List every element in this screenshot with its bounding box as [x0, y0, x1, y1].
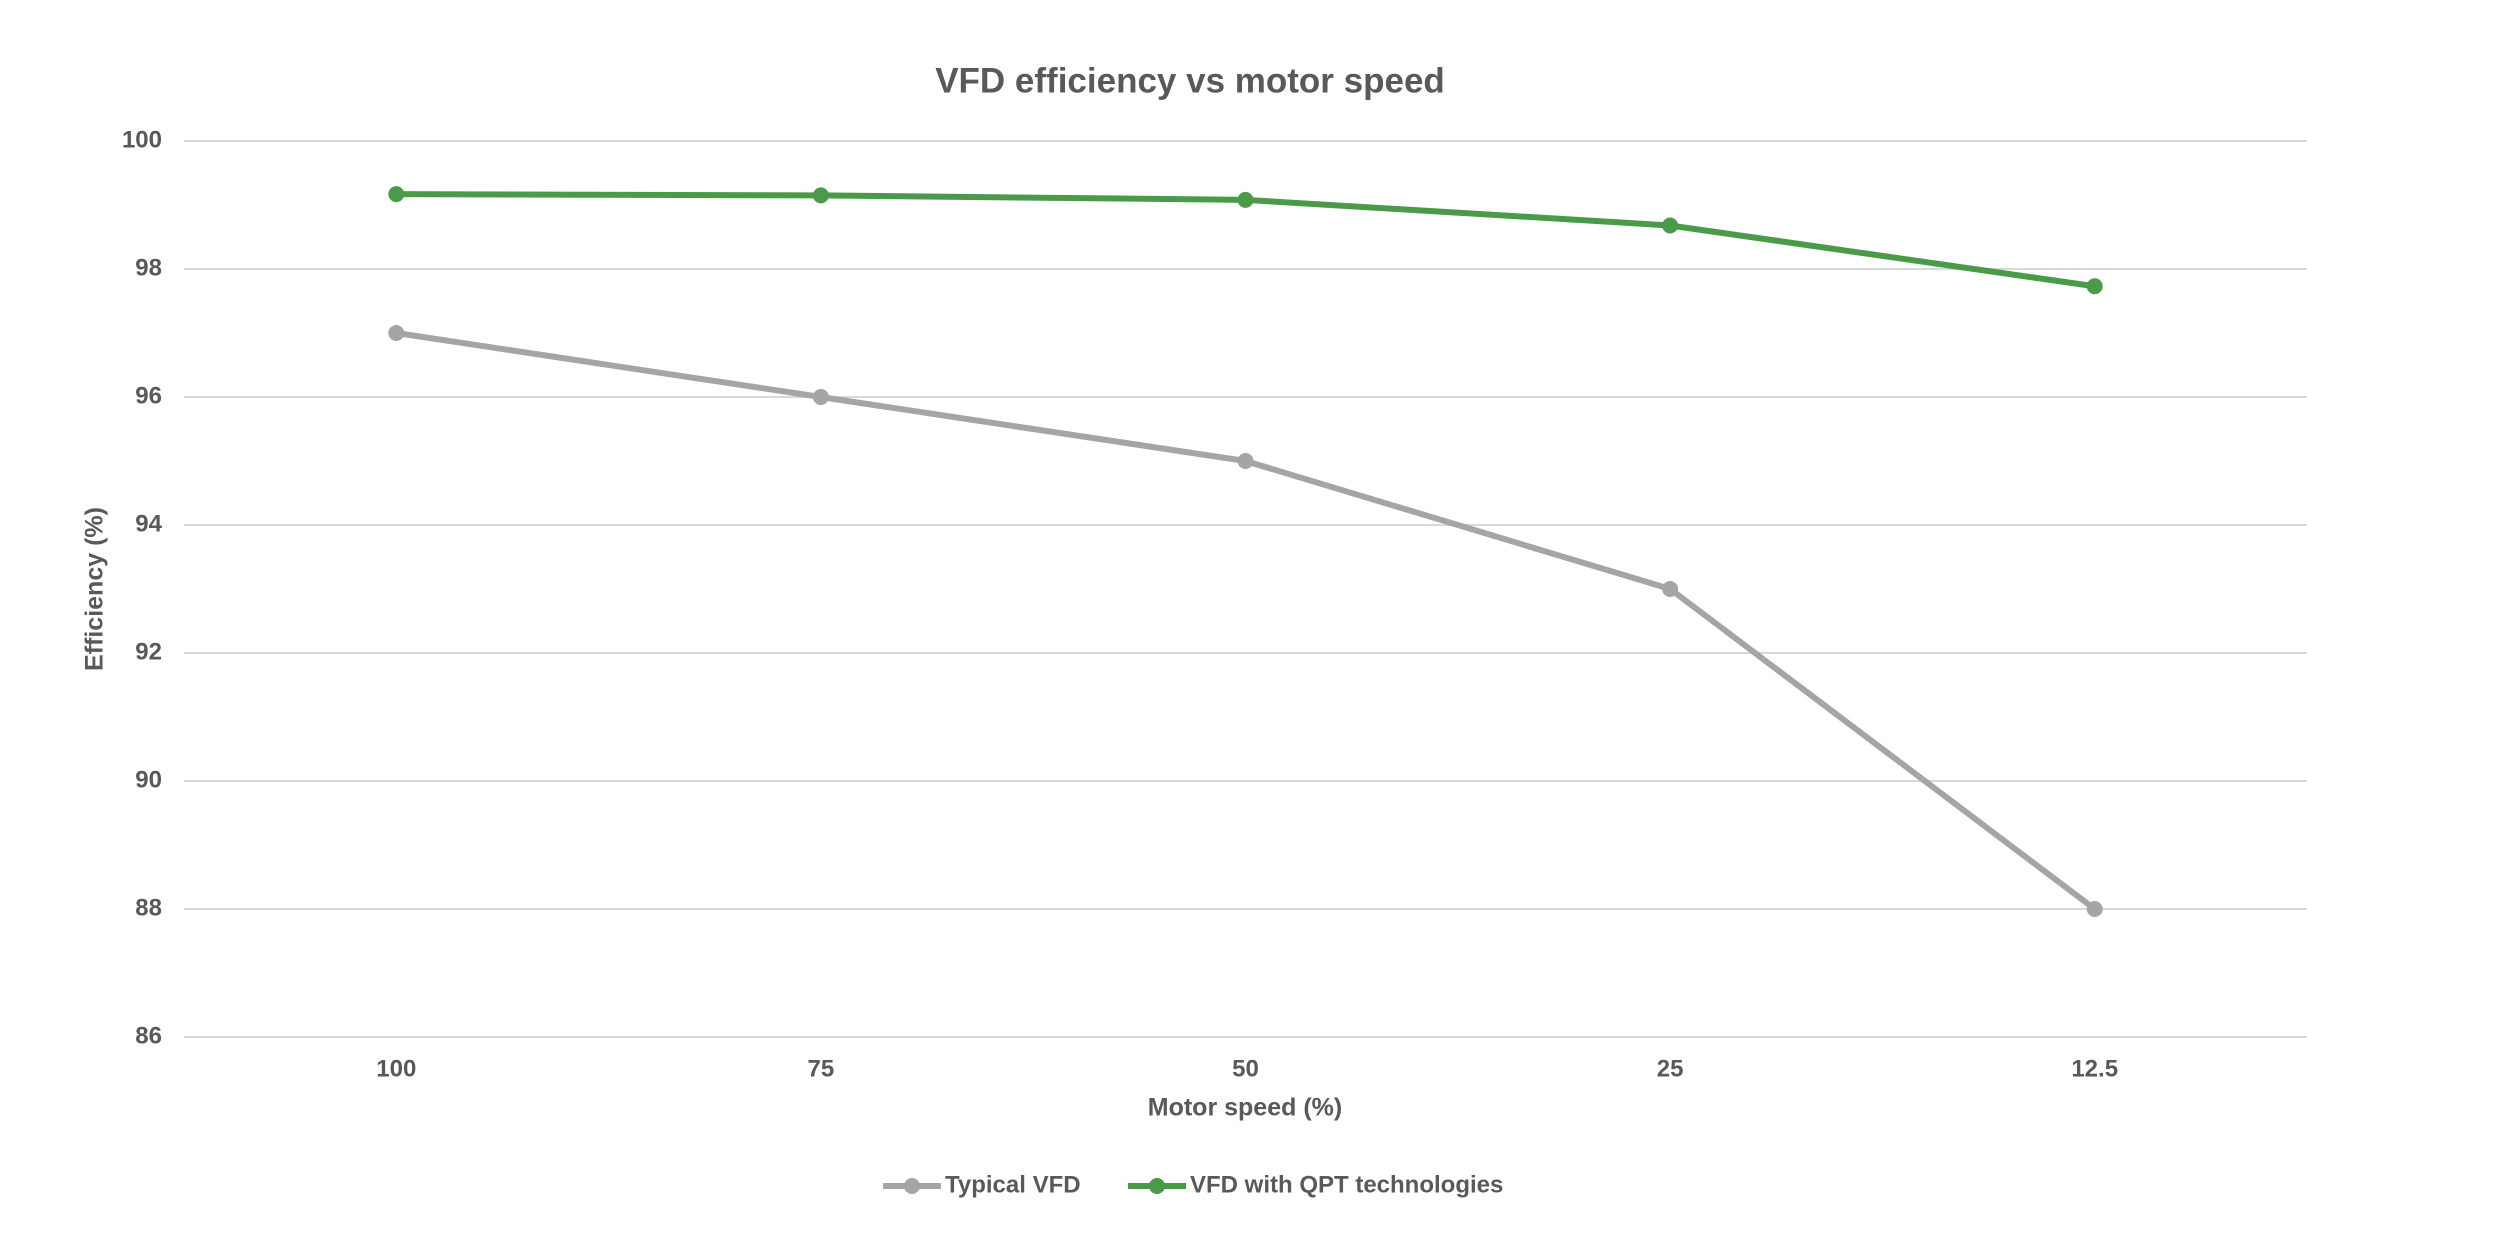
y-tick-label: 92 — [135, 638, 162, 665]
x-tick-label: 75 — [808, 1055, 835, 1082]
y-tick-label: 88 — [135, 894, 162, 921]
y-tick-label: 96 — [135, 382, 162, 409]
x-tick-label: 50 — [1232, 1055, 1259, 1082]
x-tick-label: 100 — [376, 1055, 416, 1082]
data-point — [1237, 453, 1254, 469]
legend-label: Typical VFD — [945, 1171, 1081, 1198]
data-point — [812, 389, 829, 405]
data-point — [1662, 217, 1679, 234]
series-line — [393, 330, 2098, 912]
y-tick-label: 94 — [135, 510, 162, 537]
legend-marker — [904, 1178, 920, 1194]
y-axis-title: Efficiency (%) — [81, 507, 109, 671]
data-point — [1237, 191, 1254, 208]
data-point — [388, 325, 405, 341]
y-tick-label: 86 — [135, 1022, 162, 1049]
legend-marker — [1149, 1178, 1165, 1194]
legend-label: VFD with QPT technologies — [1190, 1171, 1503, 1198]
chart-title: VFD efficiency vs motor speed — [935, 61, 1445, 100]
x-tick-label: 25 — [1657, 1055, 1684, 1082]
data-point — [2086, 278, 2103, 295]
series-line — [393, 191, 2098, 290]
x-tick-label: 12.5 — [2071, 1055, 2118, 1082]
data-point — [1662, 581, 1679, 597]
y-tick-label: 90 — [135, 766, 162, 793]
x-axis-title: Motor speed (%) — [1148, 1094, 1342, 1122]
data-point — [812, 187, 829, 204]
data-point — [388, 186, 405, 203]
data-point — [2086, 901, 2103, 917]
y-tick-label: 98 — [135, 254, 162, 281]
y-tick-label: 100 — [122, 126, 162, 153]
